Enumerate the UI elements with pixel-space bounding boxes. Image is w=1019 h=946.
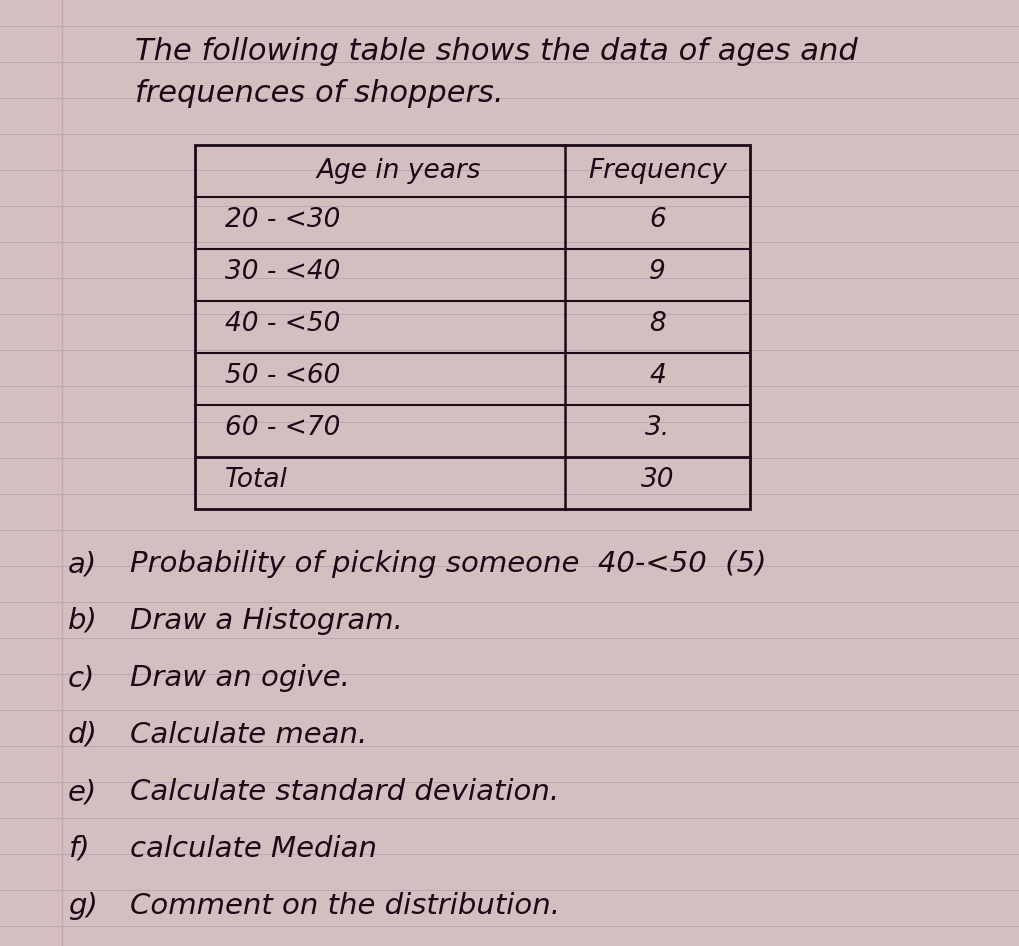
Text: 3.: 3. [645, 415, 671, 442]
Text: Draw an ogive.: Draw an ogive. [130, 664, 350, 692]
Text: The following table shows the data of ages and: The following table shows the data of ag… [135, 38, 858, 66]
Text: f): f) [68, 835, 90, 863]
Text: a): a) [68, 550, 97, 578]
Text: 50 - <60: 50 - <60 [225, 363, 340, 390]
Text: 4: 4 [649, 363, 665, 390]
Text: 30 - <40: 30 - <40 [225, 259, 340, 286]
Text: 8: 8 [649, 311, 665, 338]
Text: Calculate mean.: Calculate mean. [130, 721, 367, 749]
Bar [195, 145, 750, 509]
Text: e): e) [68, 778, 97, 806]
Text: c): c) [68, 664, 96, 692]
Text: d): d) [68, 721, 98, 749]
Text: 30: 30 [641, 467, 675, 494]
Text: 9: 9 [649, 259, 665, 286]
Text: b): b) [68, 607, 98, 635]
Text: g): g) [68, 892, 98, 920]
Text: Draw a Histogram.: Draw a Histogram. [130, 607, 403, 635]
Text: Frequency: Frequency [588, 158, 727, 184]
Text: 6: 6 [649, 207, 665, 234]
Text: Calculate standard deviation.: Calculate standard deviation. [130, 778, 559, 806]
Text: 40 - <50: 40 - <50 [225, 311, 340, 338]
Text: Total: Total [225, 467, 288, 494]
Text: calculate Median: calculate Median [130, 835, 377, 863]
Text: 60 - <70: 60 - <70 [225, 415, 340, 442]
Text: 20 - <30: 20 - <30 [225, 207, 340, 234]
Text: frequences of shoppers.: frequences of shoppers. [135, 79, 503, 109]
Text: Age in years: Age in years [316, 158, 481, 184]
Text: Probability of picking someone  40-<50  (5): Probability of picking someone 40-<50 (5… [130, 550, 766, 578]
Text: Comment on the distribution.: Comment on the distribution. [130, 892, 560, 920]
